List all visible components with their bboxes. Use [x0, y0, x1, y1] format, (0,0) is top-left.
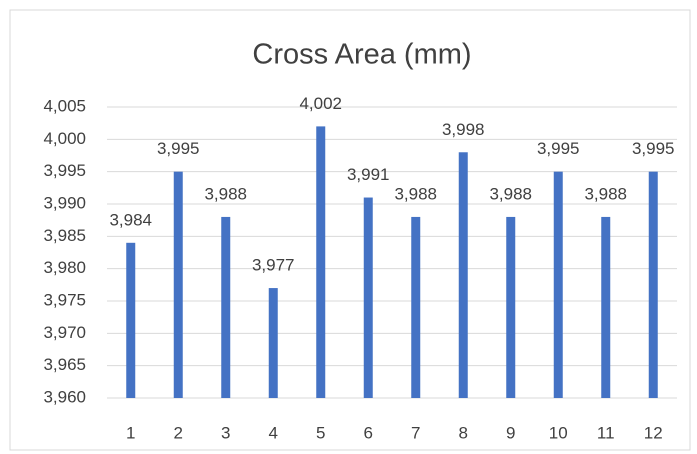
data-label: 3,995	[537, 139, 580, 158]
bar	[126, 242, 136, 398]
x-tick-label: 4	[269, 423, 278, 442]
data-label: 3,995	[632, 139, 675, 158]
x-tick-label: 2	[174, 423, 183, 442]
data-label: 3,977	[252, 256, 295, 275]
y-tick-label: 3,970	[43, 323, 86, 342]
x-tick-label: 6	[364, 423, 373, 442]
bar	[173, 171, 183, 398]
chart-frame	[9, 9, 691, 451]
x-tick-label: 12	[644, 423, 663, 442]
bar	[553, 171, 563, 398]
data-label: 3,988	[204, 184, 247, 203]
data-label: 3,998	[442, 120, 485, 139]
y-tick-label: 3,990	[43, 193, 86, 212]
bar	[411, 216, 421, 398]
chart-title: Cross Area (mm)	[252, 39, 471, 71]
bar	[458, 152, 468, 398]
bar	[268, 288, 278, 398]
bar	[506, 216, 516, 398]
bar	[601, 216, 611, 398]
y-tick-label: 4,005	[43, 96, 86, 115]
data-label: 3,995	[157, 139, 200, 158]
y-tick-label: 3,980	[43, 258, 86, 277]
x-tick-label: 10	[549, 423, 568, 442]
data-label: 3,988	[584, 184, 627, 203]
bar	[221, 216, 231, 398]
y-tick-label: 3,975	[43, 290, 86, 309]
data-label: 3,988	[394, 184, 437, 203]
data-label: 3,984	[109, 210, 152, 229]
y-tick-label: 3,995	[43, 161, 86, 180]
y-tick-label: 3,960	[43, 387, 86, 406]
data-label: 4,002	[299, 94, 342, 113]
x-tick-label: 1	[126, 423, 135, 442]
data-label: 3,988	[489, 184, 532, 203]
y-tick-label: 4,000	[43, 129, 86, 148]
x-tick-label: 8	[459, 423, 468, 442]
data-label: 3,991	[347, 165, 390, 184]
x-tick-label: 7	[411, 423, 420, 442]
bar	[316, 126, 326, 399]
x-tick-label: 9	[506, 423, 515, 442]
x-tick-label: 3	[221, 423, 230, 442]
bar	[648, 171, 658, 398]
bar	[363, 197, 373, 398]
x-tick-label: 5	[316, 423, 325, 442]
x-tick-label: 11	[597, 423, 615, 442]
y-tick-label: 3,985	[43, 226, 86, 245]
y-tick-label: 3,965	[43, 355, 86, 374]
